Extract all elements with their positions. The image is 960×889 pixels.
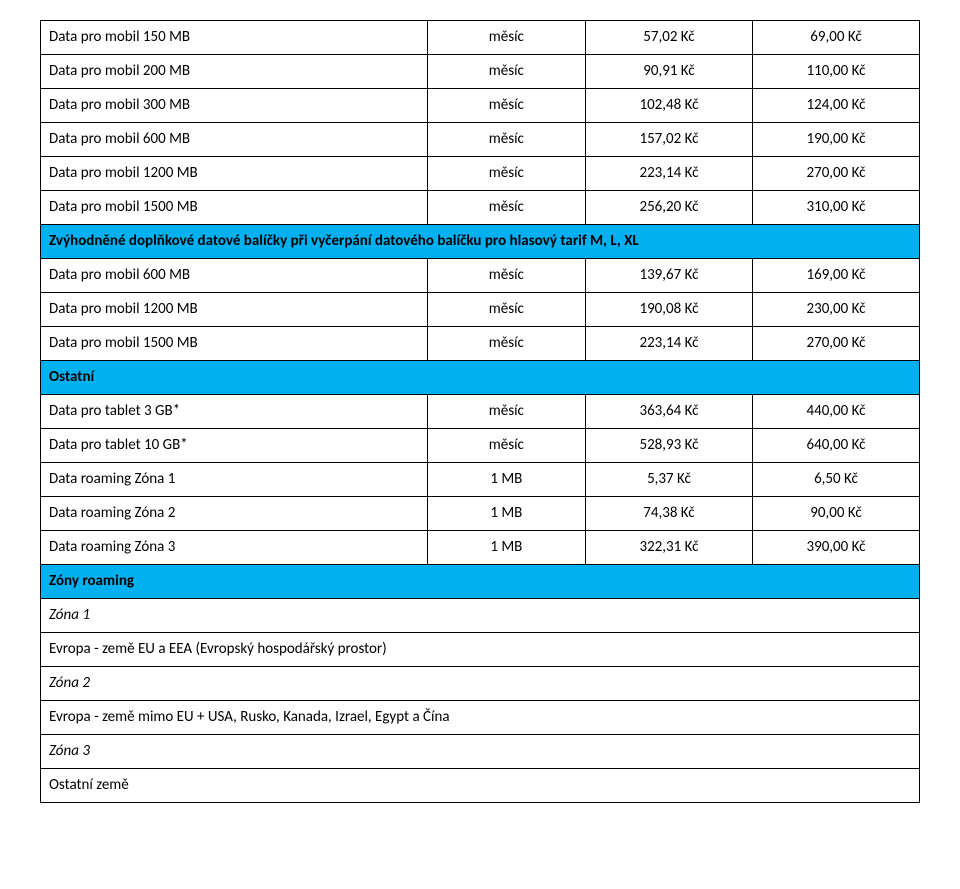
zone-description: Evropa - země EU a EEA (Evropský hospodá… — [41, 633, 920, 667]
pricing-table: Data pro mobil 150 MBměsíc57,02 Kč69,00 … — [40, 20, 920, 803]
cell-price-1: 139,67 Kč — [585, 259, 752, 293]
cell-unit: 1 MB — [427, 497, 585, 531]
table-row: Data pro mobil 600 MBměsíc157,02 Kč190,0… — [41, 123, 920, 157]
cell-name: Data pro mobil 200 MB — [41, 55, 428, 89]
zone-description: Evropa - země mimo EU + USA, Rusko, Kana… — [41, 701, 920, 735]
cell-price-1: 157,02 Kč — [585, 123, 752, 157]
cell-price-2: 270,00 Kč — [752, 157, 919, 191]
table-row: Data pro mobil 150 MBměsíc57,02 Kč69,00 … — [41, 21, 920, 55]
cell-price-1: 190,08 Kč — [585, 293, 752, 327]
cell-name: Data roaming Zóna 1 — [41, 463, 428, 497]
cell-price-1: 223,14 Kč — [585, 157, 752, 191]
zone-label-row: Zóna 3 — [41, 735, 920, 769]
cell-unit: měsíc — [427, 395, 585, 429]
section-header-row: Zóny roaming — [41, 565, 920, 599]
zone-label: Zóna 3 — [41, 735, 920, 769]
cell-unit: měsíc — [427, 157, 585, 191]
cell-name: Data roaming Zóna 3 — [41, 531, 428, 565]
section-header: Zvýhodněné doplňkové datové balíčky při … — [41, 225, 920, 259]
cell-price-2: 69,00 Kč — [752, 21, 919, 55]
cell-price-1: 74,38 Kč — [585, 497, 752, 531]
cell-price-1: 90,91 Kč — [585, 55, 752, 89]
cell-name: Data pro mobil 1200 MB — [41, 293, 428, 327]
section-header-row: Zvýhodněné doplňkové datové balíčky při … — [41, 225, 920, 259]
section-header: Ostatní — [41, 361, 920, 395]
cell-price-2: 440,00 Kč — [752, 395, 919, 429]
zone-description-row: Ostatní země — [41, 769, 920, 803]
table-row: Data pro mobil 1500 MBměsíc256,20 Kč310,… — [41, 191, 920, 225]
table-row: Data roaming Zóna 31 MB322,31 Kč390,00 K… — [41, 531, 920, 565]
cell-price-2: 640,00 Kč — [752, 429, 919, 463]
cell-unit: měsíc — [427, 327, 585, 361]
cell-name: Data pro tablet 3 GB* — [41, 395, 428, 429]
cell-price-1: 363,64 Kč — [585, 395, 752, 429]
table-row: Data roaming Zóna 21 MB74,38 Kč90,00 Kč — [41, 497, 920, 531]
zone-label-row: Zóna 2 — [41, 667, 920, 701]
cell-name: Data pro tablet 10 GB* — [41, 429, 428, 463]
zone-label: Zóna 1 — [41, 599, 920, 633]
zone-description-row: Evropa - země mimo EU + USA, Rusko, Kana… — [41, 701, 920, 735]
cell-price-2: 230,00 Kč — [752, 293, 919, 327]
cell-unit: měsíc — [427, 293, 585, 327]
cell-name: Data pro mobil 1500 MB — [41, 327, 428, 361]
cell-price-2: 169,00 Kč — [752, 259, 919, 293]
table-row: Data pro mobil 1200 MBměsíc223,14 Kč270,… — [41, 157, 920, 191]
cell-price-1: 57,02 Kč — [585, 21, 752, 55]
section-header-row: Ostatní — [41, 361, 920, 395]
cell-name: Data pro mobil 600 MB — [41, 123, 428, 157]
cell-price-2: 6,50 Kč — [752, 463, 919, 497]
cell-name: Data pro mobil 1200 MB — [41, 157, 428, 191]
table-row: Data pro tablet 3 GB*měsíc363,64 Kč440,0… — [41, 395, 920, 429]
cell-price-1: 528,93 Kč — [585, 429, 752, 463]
cell-name: Data pro mobil 1500 MB — [41, 191, 428, 225]
cell-unit: měsíc — [427, 55, 585, 89]
zone-label: Zóna 2 — [41, 667, 920, 701]
table-row: Data pro mobil 300 MBměsíc102,48 Kč124,0… — [41, 89, 920, 123]
cell-unit: měsíc — [427, 191, 585, 225]
cell-name: Data pro mobil 300 MB — [41, 89, 428, 123]
cell-unit: měsíc — [427, 123, 585, 157]
table-row: Data pro mobil 1200 MBměsíc190,08 Kč230,… — [41, 293, 920, 327]
cell-price-2: 190,00 Kč — [752, 123, 919, 157]
cell-price-2: 270,00 Kč — [752, 327, 919, 361]
cell-name: Data pro mobil 150 MB — [41, 21, 428, 55]
zone-label-row: Zóna 1 — [41, 599, 920, 633]
cell-name: Data roaming Zóna 2 — [41, 497, 428, 531]
cell-unit: měsíc — [427, 89, 585, 123]
cell-unit: měsíc — [427, 259, 585, 293]
cell-unit: 1 MB — [427, 531, 585, 565]
cell-price-2: 310,00 Kč — [752, 191, 919, 225]
section-header: Zóny roaming — [41, 565, 920, 599]
cell-price-2: 90,00 Kč — [752, 497, 919, 531]
cell-unit: měsíc — [427, 21, 585, 55]
zone-description-row: Evropa - země EU a EEA (Evropský hospodá… — [41, 633, 920, 667]
cell-price-2: 110,00 Kč — [752, 55, 919, 89]
cell-price-1: 256,20 Kč — [585, 191, 752, 225]
cell-price-2: 390,00 Kč — [752, 531, 919, 565]
table-row: Data pro mobil 1500 MBměsíc223,14 Kč270,… — [41, 327, 920, 361]
cell-price-1: 5,37 Kč — [585, 463, 752, 497]
page: Data pro mobil 150 MBměsíc57,02 Kč69,00 … — [0, 0, 960, 843]
cell-price-2: 124,00 Kč — [752, 89, 919, 123]
cell-price-1: 223,14 Kč — [585, 327, 752, 361]
table-row: Data roaming Zóna 11 MB5,37 Kč6,50 Kč — [41, 463, 920, 497]
table-row: Data pro tablet 10 GB*měsíc528,93 Kč640,… — [41, 429, 920, 463]
zone-description: Ostatní země — [41, 769, 920, 803]
cell-unit: 1 MB — [427, 463, 585, 497]
cell-name: Data pro mobil 600 MB — [41, 259, 428, 293]
cell-price-1: 102,48 Kč — [585, 89, 752, 123]
table-row: Data pro mobil 200 MBměsíc90,91 Kč110,00… — [41, 55, 920, 89]
cell-unit: měsíc — [427, 429, 585, 463]
cell-price-1: 322,31 Kč — [585, 531, 752, 565]
table-row: Data pro mobil 600 MBměsíc139,67 Kč169,0… — [41, 259, 920, 293]
